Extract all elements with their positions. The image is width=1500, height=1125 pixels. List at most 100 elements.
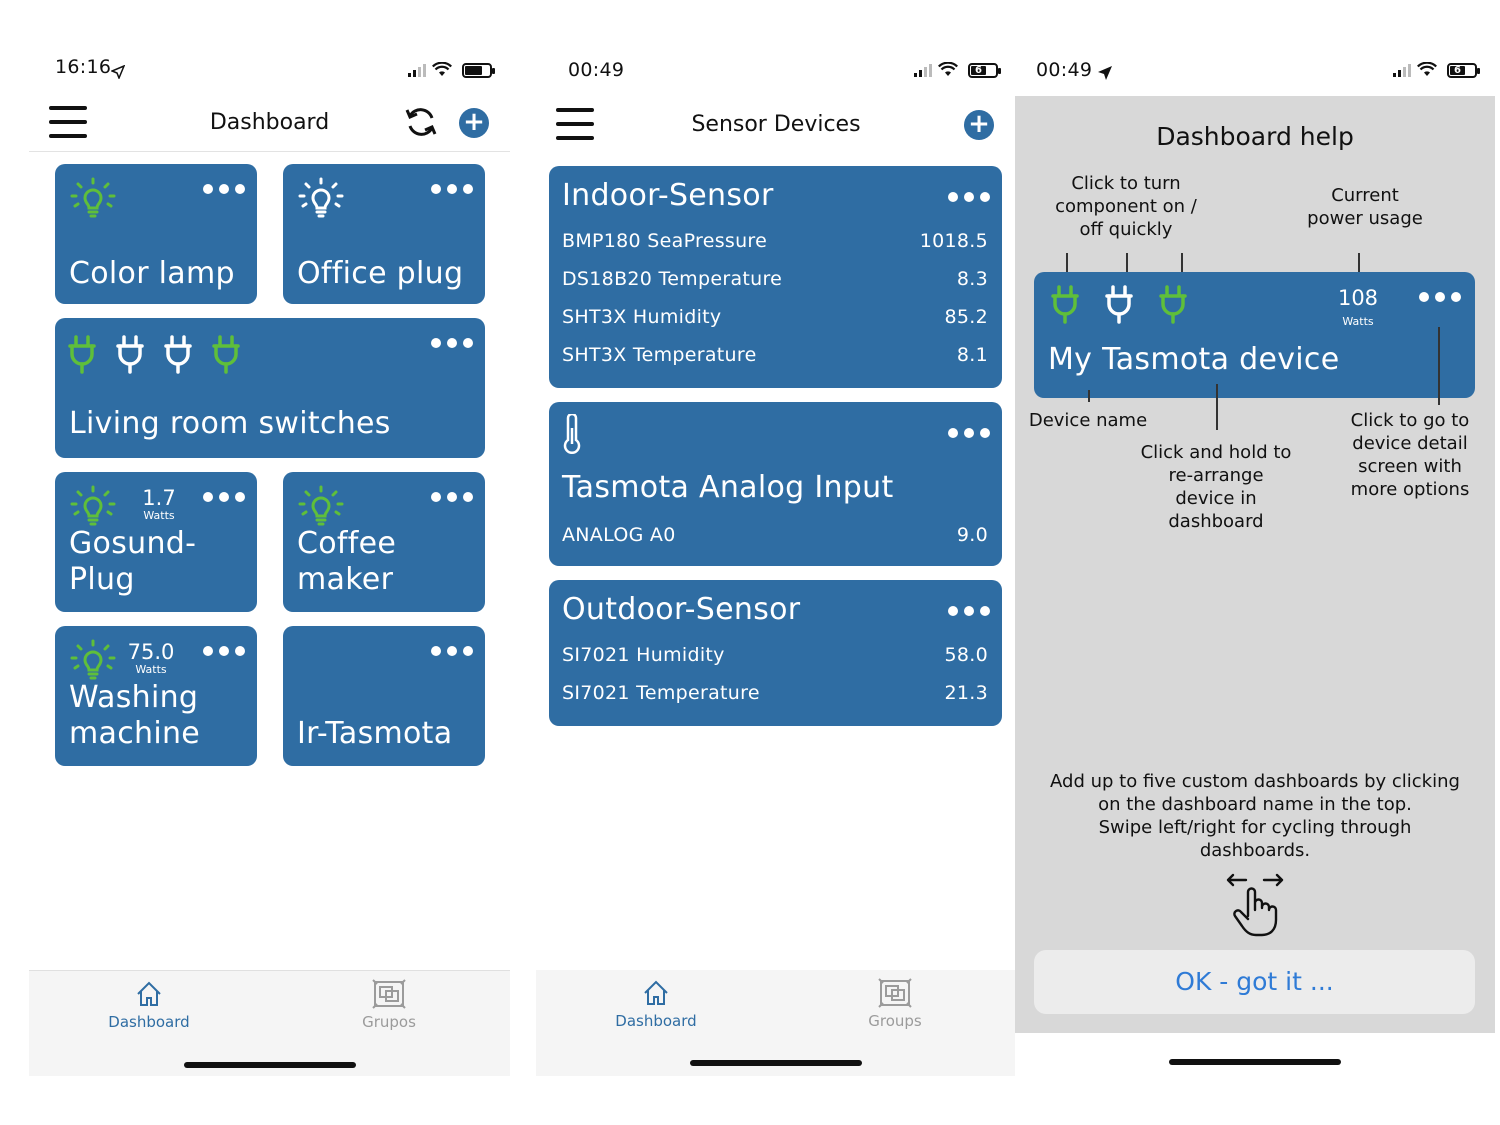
- nav-bar: Dashboard +: [29, 96, 510, 152]
- status-bar: 16:16: [29, 40, 510, 96]
- status-time: 16:16: [55, 56, 112, 78]
- sensor-row: SHT3X Humidity 85.2: [562, 306, 988, 328]
- sensor-label: SI7021 Temperature: [562, 682, 760, 704]
- device-name: My Tasmota device: [1048, 342, 1340, 377]
- more-options-icon[interactable]: [1419, 292, 1461, 302]
- more-options-icon[interactable]: [431, 492, 473, 502]
- device-tile-office-plug[interactable]: Office plug: [283, 164, 485, 304]
- more-options-icon[interactable]: [431, 184, 473, 194]
- sensor-label: SI7021 Humidity: [562, 644, 725, 666]
- location-icon: [1097, 62, 1113, 86]
- plug-icon[interactable]: [1050, 284, 1080, 324]
- annotation-detail: Click to go to device detail screen with…: [1340, 409, 1480, 501]
- more-options-icon[interactable]: [203, 492, 245, 502]
- annotation-line: more options: [1350, 479, 1470, 500]
- ok-got-it-button[interactable]: OK - got it ...: [1034, 950, 1475, 1014]
- power-reading: 75.0 Watts: [121, 640, 181, 676]
- more-options-icon[interactable]: [948, 192, 990, 202]
- device-tile-gosund-plug[interactable]: 1.7 Watts Gosund- Plug: [55, 472, 257, 612]
- bulb-icon[interactable]: [295, 176, 347, 222]
- home-icon: [137, 981, 161, 1006]
- pointer-line: [1438, 327, 1440, 405]
- sensor-value: 8.3: [956, 268, 988, 290]
- plug-icon[interactable]: [163, 334, 193, 374]
- tab-label: Dashboard: [108, 1013, 190, 1031]
- bulb-icon[interactable]: [67, 484, 119, 530]
- tab-groups[interactable]: Groups: [825, 978, 965, 1030]
- device-tile-coffee-maker[interactable]: Coffee maker: [283, 472, 485, 612]
- tab-label: Groups: [868, 1012, 922, 1030]
- plug-icon[interactable]: [67, 334, 97, 374]
- device-tile-ir-tasmota[interactable]: Ir-Tasmota: [283, 626, 485, 766]
- more-options-icon[interactable]: [431, 338, 473, 348]
- sensor-value: 1018.5: [919, 230, 988, 252]
- footer-line: Swipe left/right for cycling through: [1098, 817, 1412, 838]
- more-options-icon[interactable]: [948, 428, 990, 438]
- status-bar: 00:49 6: [536, 40, 1016, 96]
- wifi-icon: [938, 58, 958, 82]
- device-name: Gosund- Plug: [69, 526, 196, 598]
- power-value: 1.7: [142, 486, 176, 510]
- annotation-line: device detail: [1352, 433, 1468, 454]
- battery-icon: [462, 62, 495, 78]
- refresh-icon[interactable]: [404, 105, 438, 139]
- status-time: 00:49: [1036, 59, 1093, 81]
- plug-icon[interactable]: [115, 334, 145, 374]
- page-title[interactable]: Dashboard: [209, 110, 330, 135]
- sensor-label: ANALOG A0: [562, 524, 676, 546]
- swipe-gesture-icon: [1224, 872, 1286, 942]
- page-title: Sensor Devices: [691, 112, 861, 137]
- sensor-value: 21.3: [944, 682, 988, 704]
- bulb-icon[interactable]: [67, 638, 119, 684]
- footer-line: on the dashboard name in the top.: [1098, 794, 1412, 815]
- add-sensor-button[interactable]: +: [964, 110, 994, 140]
- bulb-icon[interactable]: [67, 176, 119, 222]
- example-device-tile[interactable]: 108 Watts My Tasmota device: [1034, 272, 1475, 398]
- bulb-icon[interactable]: [295, 484, 347, 530]
- device-name-line-1: Washing: [69, 680, 199, 715]
- tab-dashboard[interactable]: Dashboard: [79, 979, 219, 1031]
- device-tile-color-lamp[interactable]: Color lamp: [55, 164, 257, 304]
- more-options-icon[interactable]: [203, 646, 245, 656]
- more-options-icon[interactable]: [203, 184, 245, 194]
- plug-icon[interactable]: [1104, 284, 1134, 324]
- sensor-card-indoor[interactable]: Indoor-Sensor BMP180 SeaPressure 1018.5 D…: [549, 166, 1002, 388]
- device-tile-washing-machine[interactable]: 75.0 Watts Washing machine: [55, 626, 257, 766]
- tab-groups[interactable]: Grupos: [319, 979, 459, 1031]
- help-title: Dashboard help: [1156, 122, 1354, 151]
- battery-icon: 6: [1447, 62, 1480, 78]
- power-unit: Watts: [143, 509, 175, 522]
- pointer-line: [1088, 390, 1090, 402]
- plug-icon[interactable]: [1158, 284, 1188, 324]
- sensor-card-outdoor[interactable]: Outdoor-Sensor SI7021 Humidity 58.0 SI702…: [549, 580, 1002, 726]
- device-name: Color lamp: [69, 256, 235, 291]
- pointer-line: [1126, 253, 1128, 277]
- sensor-label: SHT3X Temperature: [562, 344, 757, 366]
- add-device-button[interactable]: +: [459, 108, 489, 138]
- sensor-card-analog[interactable]: Tasmota Analog Input ANALOG A0 9.0: [549, 402, 1002, 566]
- device-name: Coffee maker: [297, 526, 396, 598]
- status-bar: 00:49 6: [1015, 40, 1495, 96]
- sensor-row: SI7021 Temperature 21.3: [562, 682, 988, 704]
- tab-label: Dashboard: [615, 1012, 697, 1030]
- annotation-line: re-arrange: [1168, 465, 1264, 486]
- plug-icon[interactable]: [211, 334, 241, 374]
- more-options-icon[interactable]: [431, 646, 473, 656]
- home-indicator: [184, 1062, 356, 1068]
- device-tile-living-room-switches[interactable]: Living room switches: [55, 318, 485, 458]
- sensor-row: ANALOG A0 9.0: [562, 524, 988, 546]
- sensor-label: SHT3X Humidity: [562, 306, 722, 328]
- menu-icon[interactable]: [49, 106, 87, 138]
- annotation-device-name: Device name: [1028, 410, 1148, 431]
- pointer-line: [1181, 253, 1183, 277]
- location-icon: [110, 60, 126, 84]
- battery-icon: 6: [968, 62, 1001, 78]
- device-name-line-2: Plug: [69, 562, 135, 597]
- annotation-line: device in: [1175, 488, 1257, 509]
- tab-dashboard[interactable]: Dashboard: [586, 978, 726, 1030]
- device-name-line-2: machine: [69, 716, 201, 751]
- signal-icon: [408, 63, 426, 77]
- sensor-row: SI7021 Humidity 58.0: [562, 644, 988, 666]
- more-options-icon[interactable]: [948, 606, 990, 616]
- menu-icon[interactable]: [556, 108, 594, 140]
